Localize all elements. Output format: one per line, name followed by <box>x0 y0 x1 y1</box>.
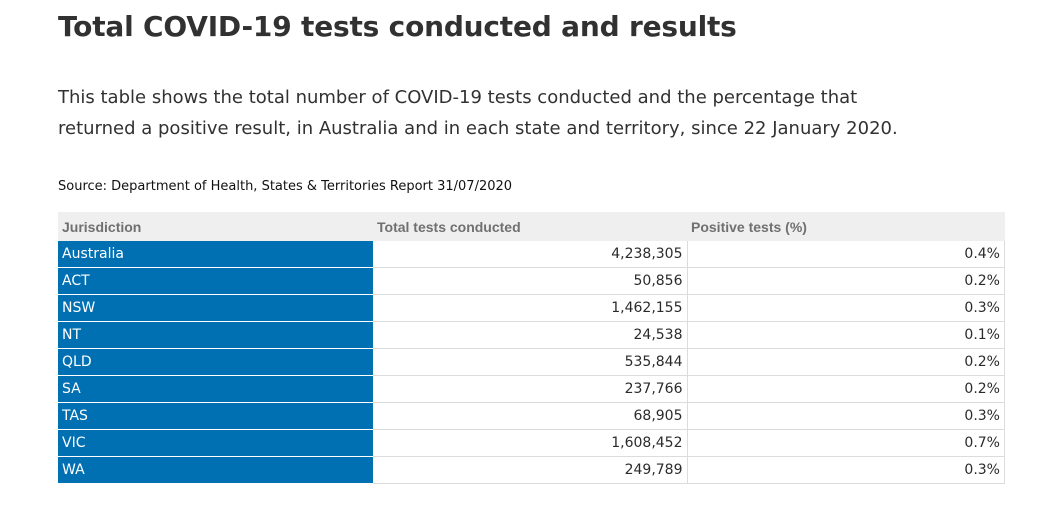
positive-tests-cell: 0.3% <box>687 402 1005 430</box>
jurisdiction-cell: VIC <box>58 429 373 457</box>
header-jurisdiction[interactable]: Jurisdiction <box>58 212 373 241</box>
table-row: VIC 1,608,452 0.7% <box>58 429 1005 457</box>
jurisdiction-cell: SA <box>58 375 373 403</box>
positive-tests-cell: 0.3% <box>687 294 1005 322</box>
jurisdiction-cell: NT <box>58 321 373 349</box>
jurisdiction-cell: WA <box>58 456 373 484</box>
table-row: ACT 50,856 0.2% <box>58 267 1005 295</box>
table-row: TAS 68,905 0.3% <box>58 402 1005 430</box>
covid-tests-table: Jurisdiction Total tests conducted Posit… <box>58 212 1005 484</box>
source-note: Source: Department of Health, States & T… <box>58 179 513 194</box>
jurisdiction-cell: QLD <box>58 348 373 376</box>
table-row: NT 24,538 0.1% <box>58 321 1005 349</box>
total-tests-cell: 237,766 <box>373 375 688 403</box>
table-row: NSW 1,462,155 0.3% <box>58 294 1005 322</box>
positive-tests-cell: 0.3% <box>687 456 1005 484</box>
total-tests-cell: 1,608,452 <box>373 429 688 457</box>
total-tests-cell: 1,462,155 <box>373 294 688 322</box>
jurisdiction-cell: TAS <box>58 402 373 430</box>
page-title: Total COVID-19 tests conducted and resul… <box>58 10 737 43</box>
total-tests-cell: 68,905 <box>373 402 688 430</box>
total-tests-cell: 535,844 <box>373 348 688 376</box>
table-row: WA 249,789 0.3% <box>58 456 1005 484</box>
positive-tests-cell: 0.4% <box>687 241 1005 268</box>
total-tests-cell: 249,789 <box>373 456 688 484</box>
header-total-tests[interactable]: Total tests conducted <box>373 212 687 241</box>
total-tests-cell: 24,538 <box>373 321 688 349</box>
intro-paragraph: This table shows the total number of COV… <box>58 87 898 139</box>
positive-tests-cell: 0.1% <box>687 321 1005 349</box>
table-header-row: Jurisdiction Total tests conducted Posit… <box>58 212 1005 241</box>
jurisdiction-cell: NSW <box>58 294 373 322</box>
header-positive-tests[interactable]: Positive tests (%) <box>687 212 1005 241</box>
positive-tests-cell: 0.2% <box>687 267 1005 295</box>
jurisdiction-cell: Australia <box>58 241 373 268</box>
table-row: QLD 535,844 0.2% <box>58 348 1005 376</box>
jurisdiction-cell: ACT <box>58 267 373 295</box>
table-header: Jurisdiction Total tests conducted Posit… <box>58 212 1005 241</box>
positive-tests-cell: 0.7% <box>687 429 1005 457</box>
table-row: SA 237,766 0.2% <box>58 375 1005 403</box>
positive-tests-cell: 0.2% <box>687 375 1005 403</box>
positive-tests-cell: 0.2% <box>687 348 1005 376</box>
total-tests-cell: 4,238,305 <box>373 241 688 268</box>
table-body: Australia 4,238,305 0.4% ACT 50,856 0.2%… <box>58 241 1005 484</box>
table-row: Australia 4,238,305 0.4% <box>58 241 1005 268</box>
total-tests-cell: 50,856 <box>373 267 688 295</box>
